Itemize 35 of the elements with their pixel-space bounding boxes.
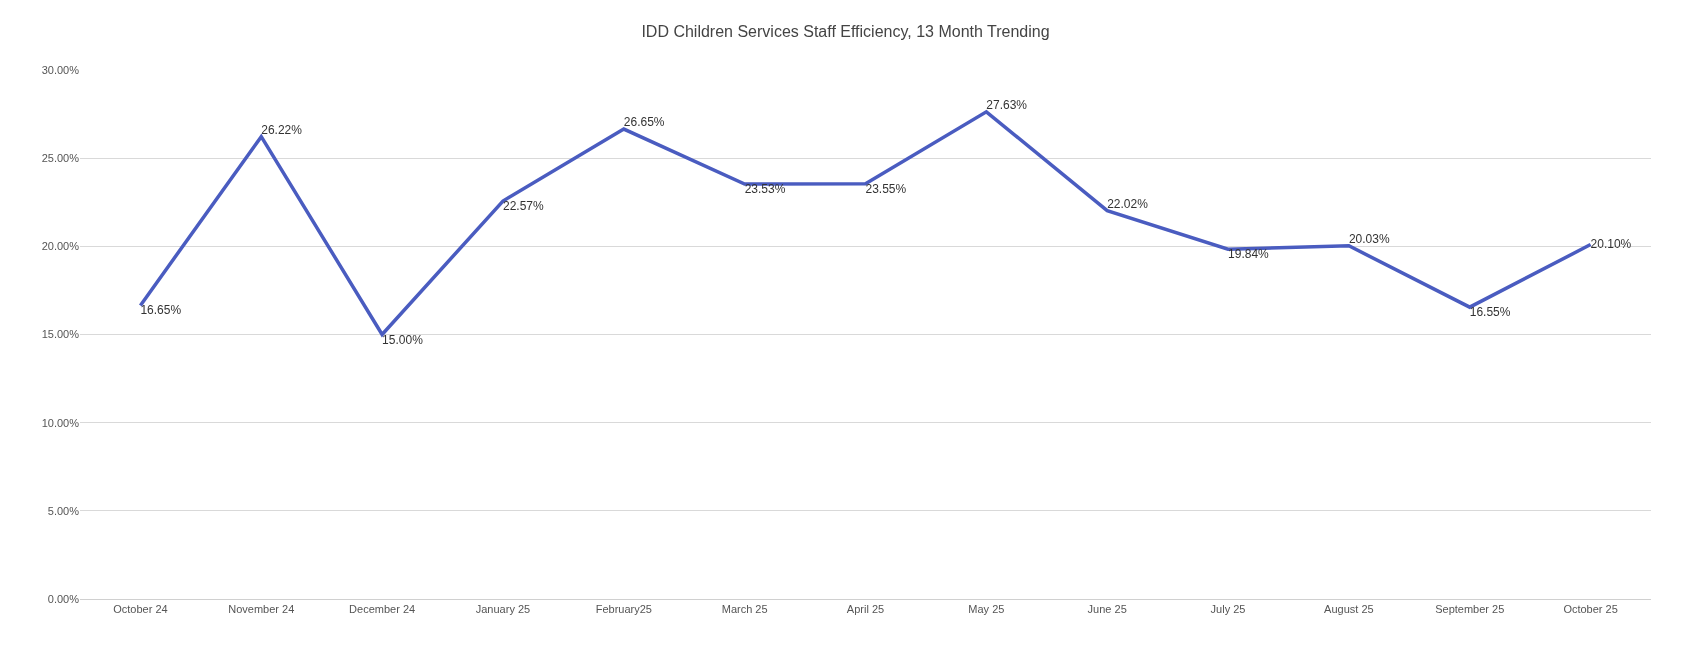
x-tick-label: October 25	[1563, 603, 1618, 616]
data-label: 26.65%	[623, 115, 665, 130]
y-tick-label: 5.00%	[47, 504, 80, 517]
y-tick-label: 25.00%	[41, 152, 80, 165]
data-label: 16.55%	[1469, 305, 1511, 320]
data-label: 20.10%	[1590, 236, 1632, 251]
data-label: 20.03%	[1348, 231, 1390, 246]
x-tick-label: June 25	[1087, 603, 1127, 616]
x-tick-label: November 24	[228, 603, 295, 616]
y-tick-label: 10.00%	[41, 416, 80, 429]
y-tick-label: 0.00%	[47, 592, 80, 605]
data-label: 27.63%	[986, 97, 1028, 112]
y-tick-label: 30.00%	[41, 63, 80, 76]
data-label: 16.65%	[140, 303, 182, 318]
data-label: 19.84%	[1228, 247, 1270, 262]
data-label: 22.57%	[502, 199, 544, 214]
data-label: 23.53%	[744, 182, 786, 197]
x-tick-label: January 25	[475, 603, 531, 616]
data-label: 26.22%	[261, 122, 303, 137]
line-series	[138, 110, 1593, 337]
y-tick-label: 15.00%	[41, 328, 80, 341]
x-tick-label: May 25	[968, 603, 1005, 616]
data-label: 23.55%	[865, 181, 907, 196]
x-tick-label: February25	[595, 603, 652, 616]
chart-title: IDD Children Services Staff Efficiency, 13 Month Trending	[641, 23, 1050, 41]
x-tick-label: August 25	[1324, 603, 1374, 616]
x-tick-label: October 24	[113, 603, 168, 616]
x-tick-label: April 25	[846, 603, 885, 616]
x-tick-label: December 24	[349, 603, 416, 616]
x-tick-label: July 25	[1210, 603, 1246, 616]
x-tick-label: March 25	[721, 603, 768, 616]
y-tick-label: 20.00%	[41, 240, 80, 253]
x-tick-label: September 25	[1435, 603, 1505, 616]
data-label: 22.02%	[1107, 196, 1149, 211]
data-label: 15.00%	[382, 332, 424, 347]
